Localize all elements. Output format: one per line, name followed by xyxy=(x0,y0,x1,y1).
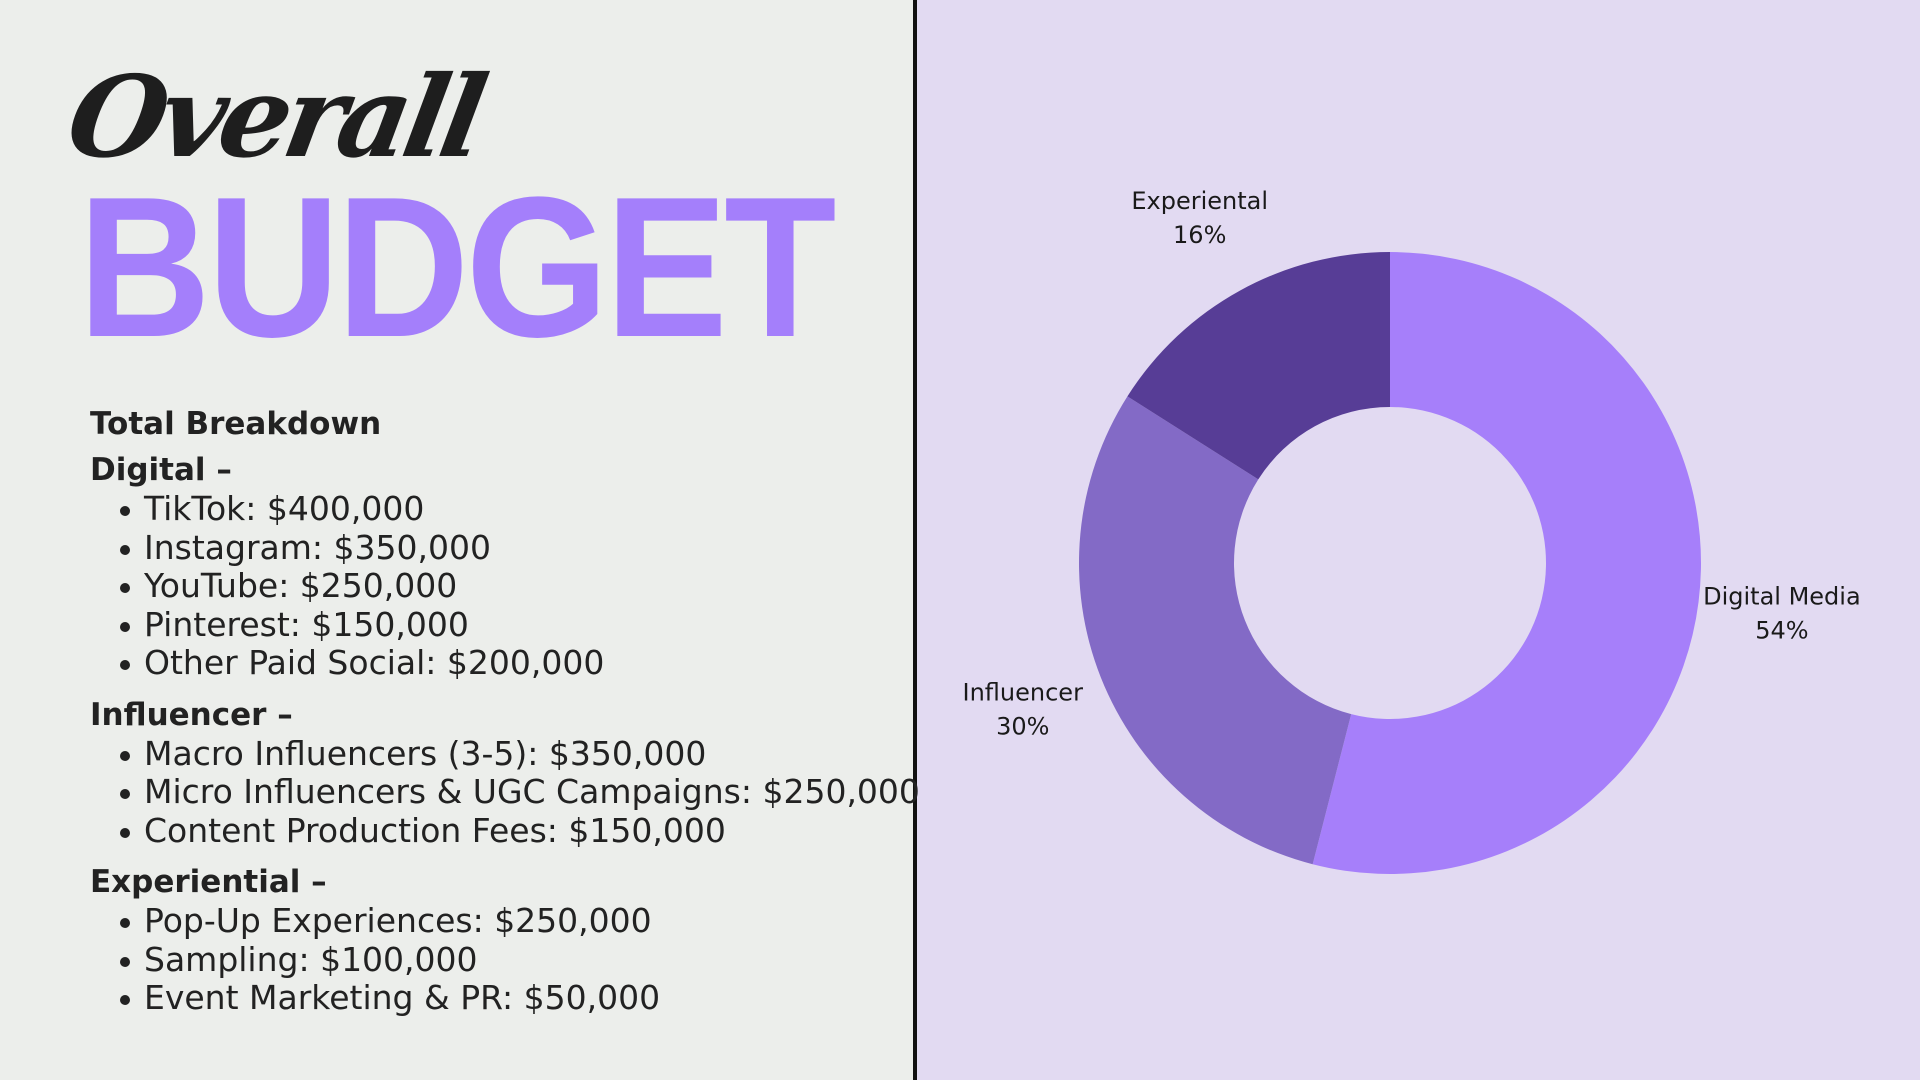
group-heading-digital: Digital – xyxy=(90,452,232,488)
slice-label: Digital Media 54% xyxy=(1703,583,1861,645)
group-influencer: Influencer – Macro Influencers (3-5): $3… xyxy=(90,695,920,851)
group-heading-influencer: Influencer – xyxy=(90,696,293,733)
slice-label-name: Influencer xyxy=(963,678,1084,706)
title-script: Overall xyxy=(58,52,491,183)
title-main: BUDGET xyxy=(78,156,836,379)
group-heading-experiential: Experiential – xyxy=(90,864,327,900)
slice-label-name: Experiental xyxy=(1131,187,1268,215)
slice-label-value: 54% xyxy=(1755,617,1808,645)
slice-label-value: 30% xyxy=(996,712,1049,740)
list-item: Content Production Fees: $150,000 xyxy=(120,811,890,851)
left-panel xyxy=(0,0,913,1080)
group-experiential: Experiential – Pop-Up Experiences: $250,… xyxy=(90,862,890,1018)
experiential-list: Pop-Up Experiences: $250,000 Sampling: $… xyxy=(90,901,890,1018)
list-item: Event Marketing & PR: $50,000 xyxy=(120,978,890,1018)
budget-breakdown: Total Breakdown Digital – TikTok: $400,0… xyxy=(90,404,920,1030)
list-item: Micro Influencers & UGC Campaigns: $250,… xyxy=(120,772,920,811)
list-item: Sampling: $100,000 xyxy=(120,940,890,980)
slice-label-value: 16% xyxy=(1173,221,1226,249)
group-digital: Digital – TikTok: $400,000 Instagram: $3… xyxy=(90,450,890,683)
breakdown-heading: Total Breakdown xyxy=(90,406,382,442)
influencer-list: Macro Influencers (3-5): $350,000 Micro … xyxy=(90,734,920,851)
list-item: TikTok: $400,000 xyxy=(120,489,890,529)
list-item: Macro Influencers (3-5): $350,000 xyxy=(120,734,890,774)
list-item: Instagram: $350,000 xyxy=(120,528,890,568)
digital-list: TikTok: $400,000 Instagram: $350,000 You… xyxy=(90,489,890,683)
slice-label-name: Digital Media xyxy=(1703,583,1861,611)
donut-slices xyxy=(1079,252,1701,875)
donut-slice-digital-media xyxy=(1312,252,1701,875)
list-item: Pop-Up Experiences: $250,000 xyxy=(120,901,890,941)
donut-slice-experiental xyxy=(1127,252,1390,480)
panel-divider xyxy=(913,0,917,1080)
budget-donut-chart: Digital Media 54% Influencer 30% Experiental… xyxy=(963,187,1861,875)
list-item: Other Paid Social: $200,000 xyxy=(120,643,890,683)
list-item: YouTube: $250,000 xyxy=(120,566,890,606)
slice-label: Experiental 16% xyxy=(1131,187,1268,249)
donut-labels: Digital Media 54% Influencer 30% Experiental… xyxy=(963,187,1861,741)
list-item: Pinterest: $150,000 xyxy=(120,605,890,645)
slice-label: Influencer 30% xyxy=(963,678,1084,740)
donut-slice-influencer xyxy=(1079,396,1352,865)
